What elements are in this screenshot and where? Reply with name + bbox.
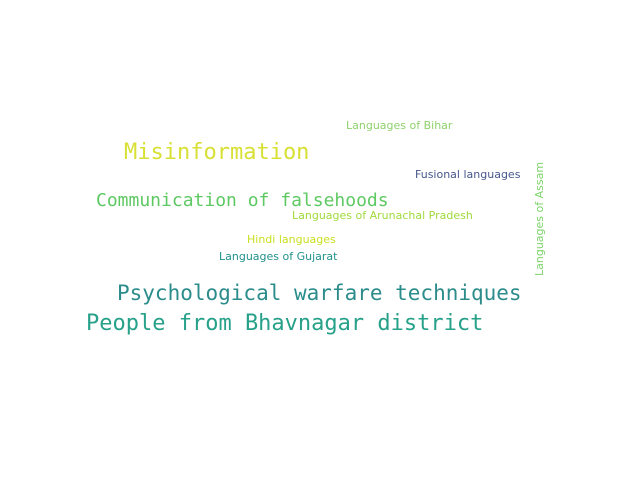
word-psychological-warfare-techniques: Psychological warfare techniques (117, 281, 522, 305)
word-people-from-bhavnagar-district: People from Bhavnagar district (86, 311, 484, 336)
word-misinformation: Misinformation (124, 140, 310, 165)
word-languages-of-gujarat: Languages of Gujarat (219, 250, 338, 263)
word-languages-of-assam: Languages of Assam (533, 161, 546, 276)
word-fusional-languages: Fusional languages (415, 168, 521, 181)
word-hindi-languages: Hindi languages (247, 233, 336, 246)
word-languages-of-arunachal-pradesh: Languages of Arunachal Pradesh (292, 209, 473, 222)
word-communication-of-falsehoods: Communication of falsehoods (96, 190, 389, 211)
word-languages-of-bihar: Languages of Bihar (346, 119, 453, 132)
